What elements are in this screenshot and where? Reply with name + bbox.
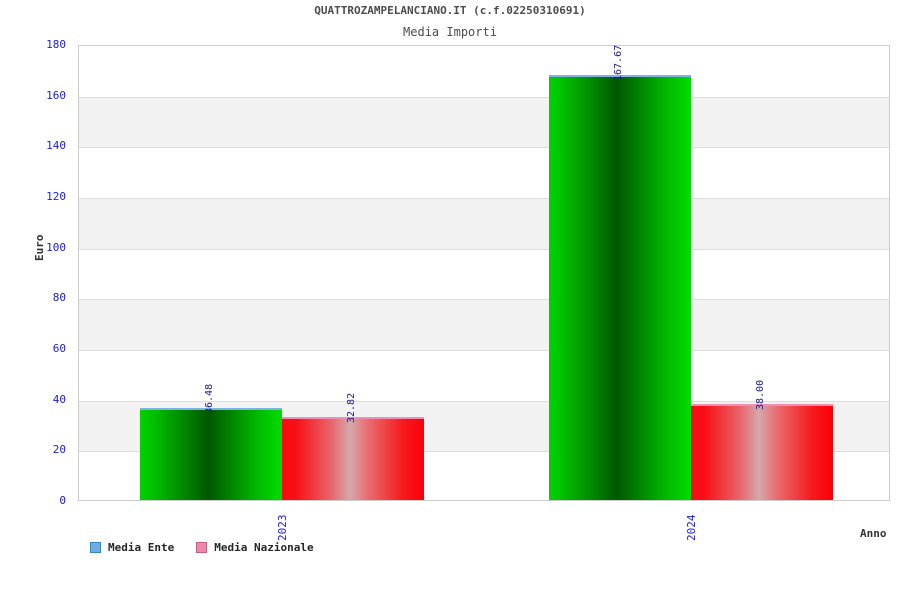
- plot-band: [79, 96, 889, 148]
- y-tick-label: 120: [46, 190, 66, 203]
- x-tick-label-2024: 2024: [685, 514, 698, 542]
- x-tick-label-2023: 2023: [276, 514, 289, 542]
- plot-area: [78, 45, 890, 501]
- y-tick-label: 60: [52, 342, 66, 355]
- gridline: [79, 401, 889, 402]
- chart-legend: Media Ente Media Nazionale: [90, 541, 314, 554]
- y-tick-label: 160: [46, 88, 66, 102]
- legend-swatch-media-nazionale: [196, 542, 208, 553]
- y-tick-label: 180: [46, 38, 66, 51]
- chart-subtitle: Media Importi: [403, 25, 497, 39]
- legend-label-media-nazionale: Media Nazionale: [214, 541, 314, 554]
- y-tick-label: 20: [52, 443, 66, 457]
- legend-swatch-media-ente: [90, 542, 101, 553]
- y-tick-label: 40: [52, 392, 66, 406]
- bar-media-ente-2024[interactable]: [549, 75, 691, 500]
- bar-value-label: 36.48: [204, 383, 215, 414]
- bar-media-nazionale-2023[interactable]: [282, 416, 424, 500]
- gridline: [79, 198, 889, 199]
- gridline: [79, 97, 889, 98]
- plot-band: [79, 198, 889, 249]
- y-tick-label: 140: [46, 139, 66, 153]
- bar-media-ente-2023[interactable]: [140, 407, 282, 500]
- legend-item-media-nazionale[interactable]: Media Nazionale: [196, 541, 314, 554]
- y-tick-label: 80: [52, 291, 66, 305]
- gridline: [79, 147, 889, 148]
- y-tick-label: 0: [59, 494, 66, 507]
- y-tick-label: 100: [46, 240, 66, 254]
- gridline: [79, 299, 889, 300]
- gridline: [79, 350, 889, 351]
- bar-media-nazionale-2024[interactable]: [691, 403, 833, 500]
- chart-title: QUATTROZAMPELANCIANO.IT (c.f.02250310691…: [314, 4, 586, 17]
- gridline: [79, 249, 889, 250]
- x-axis-title: Anno: [860, 527, 887, 540]
- legend-label-media-ente: Media Ente: [108, 541, 175, 554]
- gridline: [79, 451, 889, 452]
- bar-value-label: 32.82: [346, 392, 357, 423]
- bar-value-label: 167.67: [613, 45, 624, 82]
- legend-item-media-ente[interactable]: Media Ente: [90, 541, 174, 554]
- plot-band: [79, 299, 889, 350]
- bar-value-label: 38.00: [755, 379, 766, 410]
